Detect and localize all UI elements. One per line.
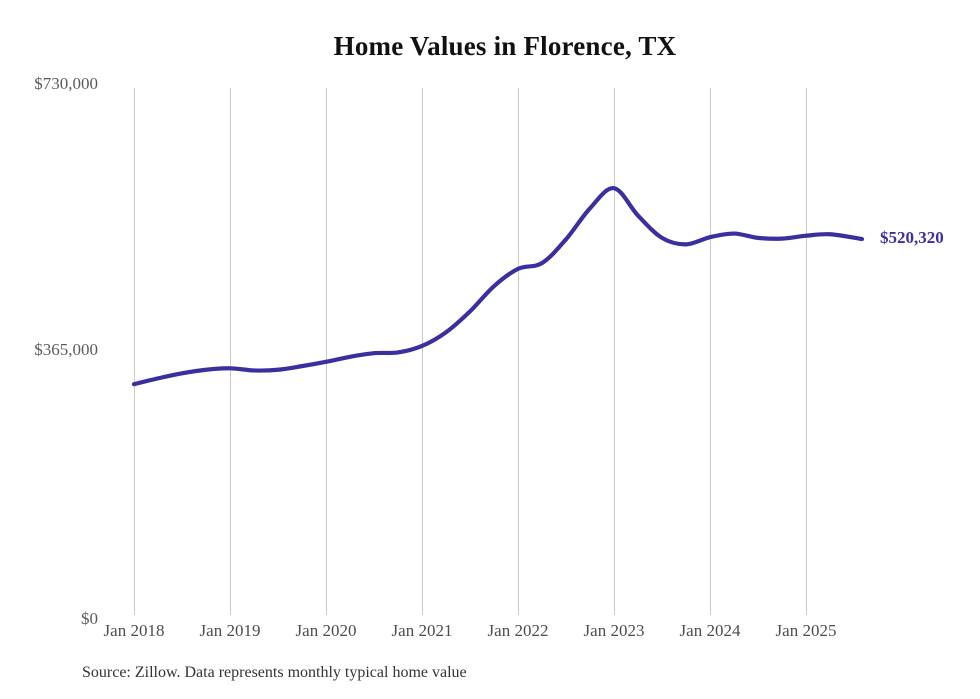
x-axis-tick-jan-2018: Jan 2018: [103, 621, 165, 640]
series-line-typical-home-value: [131, 186, 865, 387]
y-axis-tick-top: $730,000: [34, 74, 98, 93]
y-axis-tick-zero: $0: [81, 609, 98, 628]
y-axis-tick-mid: $365,000: [34, 340, 98, 359]
source-note: Source: Zillow. Data represents monthly …: [82, 664, 467, 681]
gridline-jan-2019: [230, 88, 231, 615]
gridline-jan-2018: [134, 88, 135, 615]
gridline-jan-2024: [710, 88, 711, 615]
end-value-label: $520,320: [880, 228, 944, 248]
x-axis-tick-jan-2022: Jan 2022: [487, 621, 549, 640]
gridline-jan-2025: [806, 88, 807, 615]
x-axis-tick-jan-2019: Jan 2019: [199, 621, 261, 640]
x-axis-tick-jan-2023: Jan 2023: [583, 621, 645, 640]
gridline-jan-2023: [614, 88, 615, 615]
x-axis-tick-jan-2020: Jan 2020: [295, 621, 357, 640]
chart-title: Home Values in Florence, TX: [333, 31, 677, 61]
x-axis-tick-jan-2025: Jan 2025: [775, 621, 837, 640]
x-axis-tick-jan-2021: Jan 2021: [391, 621, 453, 640]
gridline-jan-2021: [422, 88, 423, 615]
x-axis-tick-jan-2024: Jan 2024: [679, 621, 741, 640]
gridline-jan-2020: [326, 88, 327, 615]
gridline-jan-2022: [518, 88, 519, 615]
